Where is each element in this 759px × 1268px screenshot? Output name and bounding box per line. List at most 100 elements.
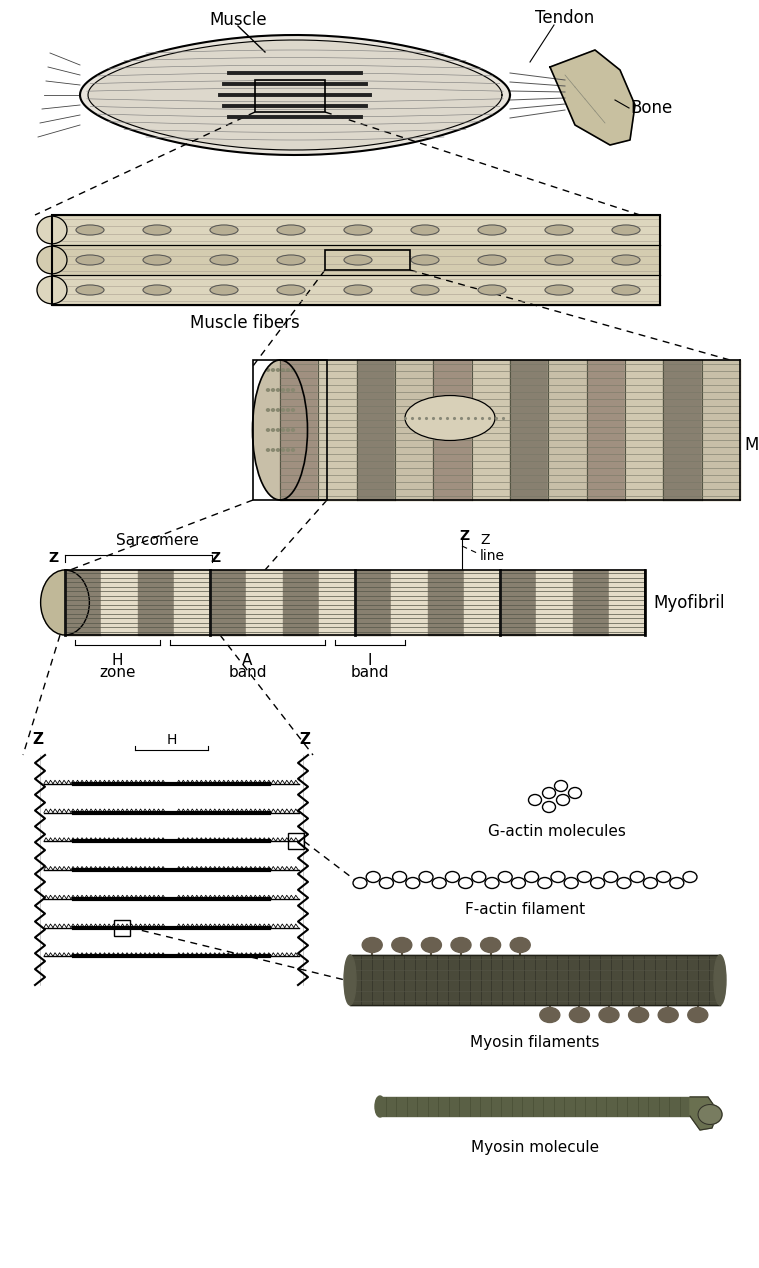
Polygon shape: [380, 1097, 690, 1116]
Polygon shape: [433, 360, 471, 500]
Ellipse shape: [277, 285, 305, 295]
Text: Z: Z: [33, 733, 43, 748]
Polygon shape: [88, 41, 502, 150]
Ellipse shape: [276, 389, 279, 392]
Text: H: H: [166, 733, 177, 747]
Ellipse shape: [421, 937, 442, 952]
Ellipse shape: [612, 224, 640, 235]
Ellipse shape: [76, 224, 104, 235]
Ellipse shape: [276, 408, 279, 411]
Text: H: H: [112, 653, 123, 668]
Ellipse shape: [41, 571, 90, 635]
Ellipse shape: [411, 224, 439, 235]
Ellipse shape: [286, 449, 289, 451]
Polygon shape: [210, 571, 246, 635]
Polygon shape: [690, 1097, 718, 1130]
Ellipse shape: [277, 224, 305, 235]
Ellipse shape: [210, 224, 238, 235]
Ellipse shape: [698, 1104, 722, 1125]
Bar: [288, 833, 304, 850]
Ellipse shape: [282, 369, 285, 372]
Ellipse shape: [272, 408, 275, 411]
Ellipse shape: [658, 1008, 679, 1022]
Ellipse shape: [253, 360, 307, 500]
Bar: [255, 80, 325, 112]
Bar: [52, 216, 660, 306]
Polygon shape: [510, 360, 548, 500]
Text: Z: Z: [459, 529, 469, 543]
Ellipse shape: [411, 255, 439, 265]
Ellipse shape: [276, 449, 279, 451]
Ellipse shape: [291, 449, 294, 451]
Polygon shape: [572, 571, 609, 635]
Polygon shape: [701, 360, 740, 500]
Polygon shape: [550, 49, 635, 145]
Ellipse shape: [344, 285, 372, 295]
Text: Muscle fibers: Muscle fibers: [190, 314, 300, 332]
Ellipse shape: [375, 1096, 385, 1117]
Ellipse shape: [688, 1008, 708, 1022]
Ellipse shape: [612, 255, 640, 265]
Ellipse shape: [291, 389, 294, 392]
Ellipse shape: [276, 369, 279, 372]
Ellipse shape: [362, 937, 383, 952]
Ellipse shape: [612, 285, 640, 295]
Polygon shape: [587, 360, 625, 500]
Ellipse shape: [392, 937, 412, 952]
Polygon shape: [65, 571, 645, 635]
Ellipse shape: [276, 429, 279, 431]
Ellipse shape: [282, 449, 285, 451]
Text: Myosin molecule: Myosin molecule: [471, 1140, 599, 1155]
Text: Myofibril: Myofibril: [653, 593, 725, 611]
Polygon shape: [357, 360, 395, 500]
Ellipse shape: [210, 255, 238, 265]
Ellipse shape: [266, 429, 269, 431]
Text: Bone: Bone: [630, 99, 672, 117]
Ellipse shape: [291, 369, 294, 372]
Polygon shape: [52, 245, 660, 275]
Ellipse shape: [282, 429, 285, 431]
Ellipse shape: [344, 255, 372, 265]
Ellipse shape: [272, 389, 275, 392]
Text: band: band: [351, 664, 389, 680]
Ellipse shape: [76, 285, 104, 295]
Ellipse shape: [266, 408, 269, 411]
Text: Z: Z: [300, 733, 310, 748]
Polygon shape: [464, 571, 500, 635]
Ellipse shape: [286, 408, 289, 411]
Polygon shape: [355, 571, 391, 635]
Text: A: A: [242, 653, 253, 668]
Polygon shape: [174, 571, 210, 635]
Ellipse shape: [143, 285, 171, 295]
Ellipse shape: [272, 369, 275, 372]
Polygon shape: [537, 571, 572, 635]
Ellipse shape: [411, 285, 439, 295]
Ellipse shape: [266, 449, 269, 451]
Text: F-actin filament: F-actin filament: [465, 902, 585, 917]
Ellipse shape: [266, 389, 269, 392]
Ellipse shape: [266, 369, 269, 372]
Polygon shape: [282, 571, 319, 635]
Polygon shape: [350, 955, 720, 1006]
Ellipse shape: [210, 285, 238, 295]
Ellipse shape: [545, 285, 573, 295]
Polygon shape: [609, 571, 645, 635]
Ellipse shape: [478, 255, 506, 265]
Text: Myosin filaments: Myosin filaments: [471, 1035, 600, 1050]
Polygon shape: [65, 571, 101, 635]
Polygon shape: [52, 275, 660, 306]
Text: Sarcomere: Sarcomere: [116, 533, 199, 548]
Ellipse shape: [344, 955, 356, 1006]
Ellipse shape: [286, 369, 289, 372]
Polygon shape: [318, 360, 357, 500]
Ellipse shape: [478, 224, 506, 235]
Polygon shape: [319, 571, 355, 635]
Ellipse shape: [76, 255, 104, 265]
Polygon shape: [280, 360, 740, 500]
Ellipse shape: [599, 1008, 619, 1022]
Text: Z: Z: [210, 552, 220, 566]
Polygon shape: [395, 360, 433, 500]
Ellipse shape: [143, 255, 171, 265]
Ellipse shape: [545, 255, 573, 265]
Polygon shape: [137, 571, 174, 635]
